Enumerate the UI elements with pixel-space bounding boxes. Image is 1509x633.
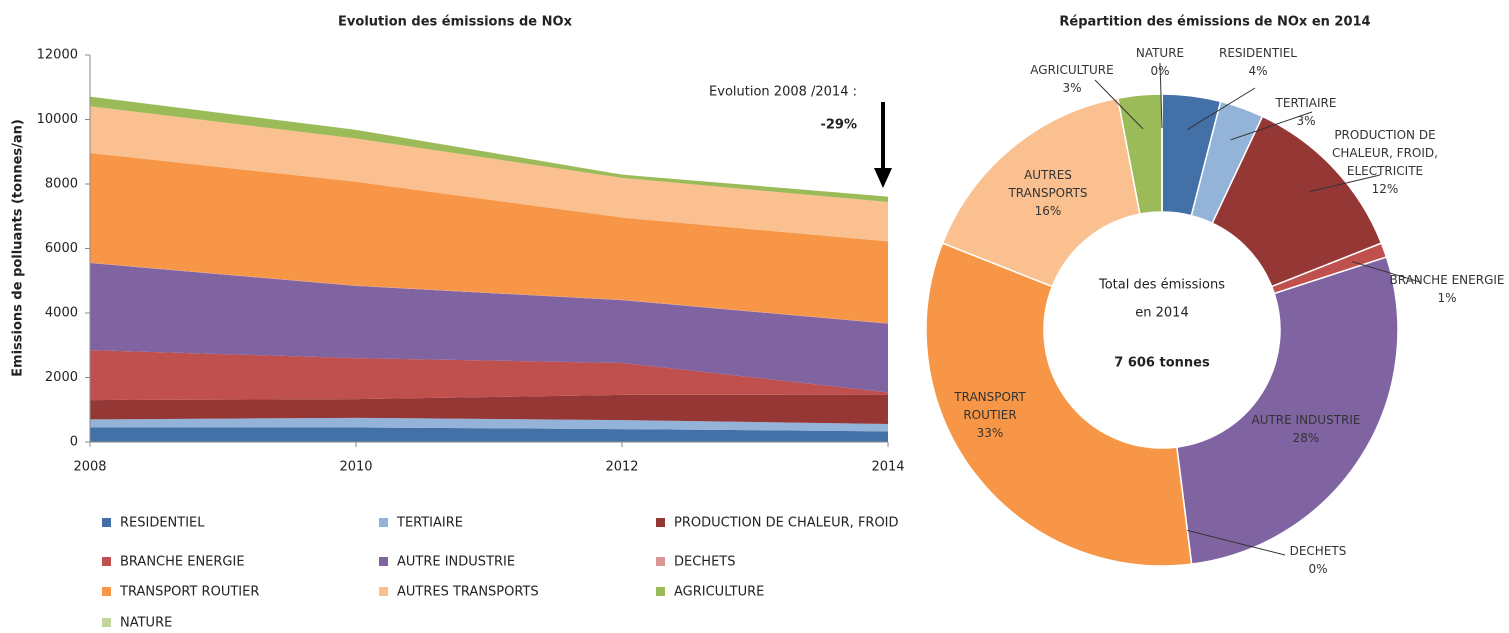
legend-swatch [102,518,111,527]
y-tick-label: 4000 [45,306,78,321]
slice-name: AUTRES TRANSPORTS [1008,168,1088,200]
slice-name: PRODUCTION DE CHALEUR, FROID, ELECTRICIT… [1332,128,1438,178]
legend-swatch [656,587,665,596]
slice-label: DECHETS 0% [1268,542,1368,578]
y-tick-label: 10000 [37,112,78,127]
slice-name: AUTRE INDUSTRIE [1251,413,1361,427]
leader-line [1094,79,1144,130]
slice-value: 33% [976,426,1004,440]
arrow-head [874,168,892,188]
slice-name: AGRICULTURE [1030,63,1114,77]
slice [1175,256,1399,565]
slice-label: AUTRE INDUSTRIE 28% [1236,411,1376,447]
area [90,350,888,401]
slice-label: PRODUCTION DE CHALEUR, FROID, ELECTRICIT… [1310,126,1460,198]
legend-label: AGRICULTURE [674,585,764,600]
area [90,153,888,324]
slice-value: 4% [1248,64,1268,78]
area [90,263,888,393]
slice-label: AGRICULTURE 3% [1017,61,1127,97]
chart-title: Evolution des émissions de NOx [338,15,573,30]
legend-label: TRANSPORT ROUTIER [119,585,259,600]
legend-label: RESIDENTIEL [120,516,205,531]
y-axis-label: Emissions de polluants (tonnes/an) [11,119,26,377]
center-text: en 2014 [1135,306,1188,321]
y-tick-label: 0 [70,435,78,450]
annotation-value: -29% [820,118,857,133]
legend-swatch [379,587,388,596]
y-tick-label: 6000 [45,241,78,256]
slice-label: TERTIAIRE 3% [1256,94,1356,130]
leader-line [1159,62,1163,129]
legend-swatch [656,557,665,566]
slice-value: 0% [1308,562,1328,576]
legend-label: NATURE [120,616,172,631]
legend-label: DECHETS [674,555,735,570]
leader-line [1187,87,1256,131]
legend-swatch [102,618,111,627]
slice-value: 3% [1296,114,1316,128]
area [90,106,888,242]
slice-name: NATURE [1135,46,1185,60]
legend-label: TERTIAIRE [396,516,463,531]
area [90,96,888,203]
y-tick-label: 12000 [37,48,78,63]
legend-label: BRANCHE ENERGIE [120,555,245,570]
x-tick-label: 2010 [339,460,372,475]
slice-value: 3% [1062,81,1082,95]
legend-swatch [379,518,388,527]
leader-line [1187,529,1286,556]
leader-line [1230,111,1313,141]
leader-line [1351,261,1421,283]
annotation: Evolution 2008 /2014 : [709,85,857,100]
center-text: Total des émissions [1098,278,1225,293]
leader-line [1309,174,1381,193]
slice [941,97,1141,288]
slice-name: TERTIAIRE [1275,96,1337,110]
slice-name: TRANSPORT ROUTIER [954,390,1026,422]
center-value: 7 606 tonnes [1114,356,1210,371]
slice-name: BRANCHE ENERGIE [1389,273,1505,287]
legend-swatch [379,557,388,566]
slice [925,242,1193,567]
legend-swatch [656,518,665,527]
legend-label: PRODUCTION DE CHALEUR, FROID [674,516,899,531]
slice-label: TRANSPORT ROUTIER 33% [940,388,1040,442]
legend-label: AUTRE INDUSTRIE [397,555,515,570]
y-tick-label: 2000 [45,370,78,385]
slice-label: NATURE 0% [1125,44,1195,80]
slice-label: AUTRES TRANSPORTS 16% [998,166,1098,220]
chart-title: Répartition des émissions de NOx en 2014 [1059,15,1370,30]
slice-value: 28% [1292,431,1320,445]
area [90,427,888,442]
y-tick-label: 8000 [45,177,78,192]
slice-value: 12% [1371,182,1399,196]
area [90,417,888,432]
slice-name: DECHETS [1289,544,1347,558]
legend-label: AUTRES TRANSPORTS [397,585,539,600]
slice-label: RESIDENTIEL 4% [1203,44,1313,80]
x-tick-label: 2012 [605,460,638,475]
slice-label: BRANCHE ENERGIE 1% [1377,271,1509,307]
legend-swatch [102,557,111,566]
legend-swatch [102,587,111,596]
slice-value: 16% [1034,204,1062,218]
area [90,394,888,424]
slice-value: 1% [1437,291,1457,305]
x-tick-label: 2014 [871,460,904,475]
x-tick-label: 2008 [73,460,106,475]
slice-value: 0% [1150,64,1170,78]
slice-name: RESIDENTIEL [1218,46,1297,60]
